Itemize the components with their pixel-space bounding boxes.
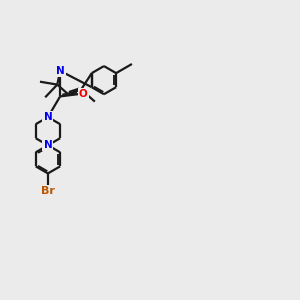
- Text: N: N: [44, 112, 52, 122]
- Text: N: N: [56, 66, 64, 76]
- Text: O: O: [79, 89, 88, 99]
- Text: N: N: [44, 140, 52, 150]
- Text: Br: Br: [41, 186, 55, 196]
